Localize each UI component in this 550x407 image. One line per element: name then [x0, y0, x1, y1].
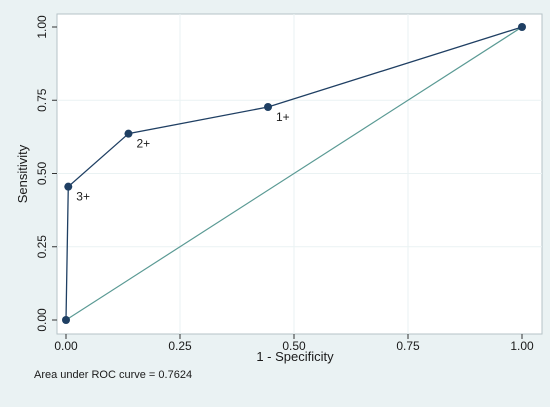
point-label: 1+: [276, 110, 290, 124]
reference-line: [65, 26, 523, 321]
reference-line-layer: [65, 26, 523, 321]
y-tick-label: 0.00: [35, 308, 49, 332]
series-layer: 3+ 2+ 1+: [62, 23, 526, 324]
x-tick-label: 0.25: [168, 339, 192, 353]
roc-point: [264, 102, 273, 111]
y-tick-label: 0.75: [35, 88, 49, 112]
roc-point: [62, 316, 70, 324]
y-tick-label: 0.50: [35, 161, 49, 185]
roc-point: [64, 182, 73, 191]
x-tick-label: 0.75: [396, 339, 420, 353]
roc-point: [518, 23, 526, 31]
x-tick-label: 0.50: [282, 339, 306, 353]
x-tick-label: 0.00: [54, 339, 78, 353]
auc-annotation: Area under ROC curve = 0.7624: [34, 369, 192, 381]
point-label: 3+: [76, 190, 90, 204]
y-tick-label: 1.00: [35, 15, 49, 39]
roc-point: [124, 129, 133, 138]
x-tick-label: 1.00: [510, 339, 534, 353]
axes: 0.00 0.25 0.50 0.75 1.00 0.00 0.25 0.50 0.75 1.00: [35, 15, 534, 353]
y-axis-label: Sensitivity: [15, 144, 30, 203]
point-label: 2+: [136, 137, 150, 151]
x-axis-label: 1 - Specificity: [256, 349, 334, 364]
grid: [57, 14, 542, 334]
y-tick-label: 0.25: [35, 235, 49, 259]
